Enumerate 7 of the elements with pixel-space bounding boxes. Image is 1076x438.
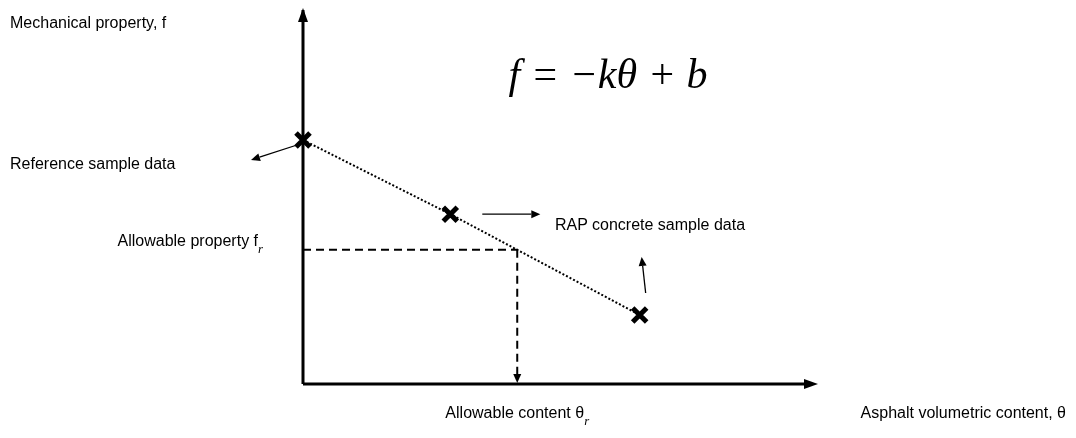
ref-line-label: Allowable property f$_{r}$ bbox=[117, 231, 265, 256]
text: Allowable content θ$_{r}$ bbox=[445, 404, 591, 428]
text: Reference sample data bbox=[10, 155, 176, 172]
text: Mechanical property, f bbox=[10, 14, 167, 31]
text: f = −kθ + b bbox=[508, 51, 708, 97]
annotation: RAP concrete sample data bbox=[555, 215, 746, 233]
x-axis-title: Asphalt volumetric content, θ bbox=[860, 404, 1067, 421]
